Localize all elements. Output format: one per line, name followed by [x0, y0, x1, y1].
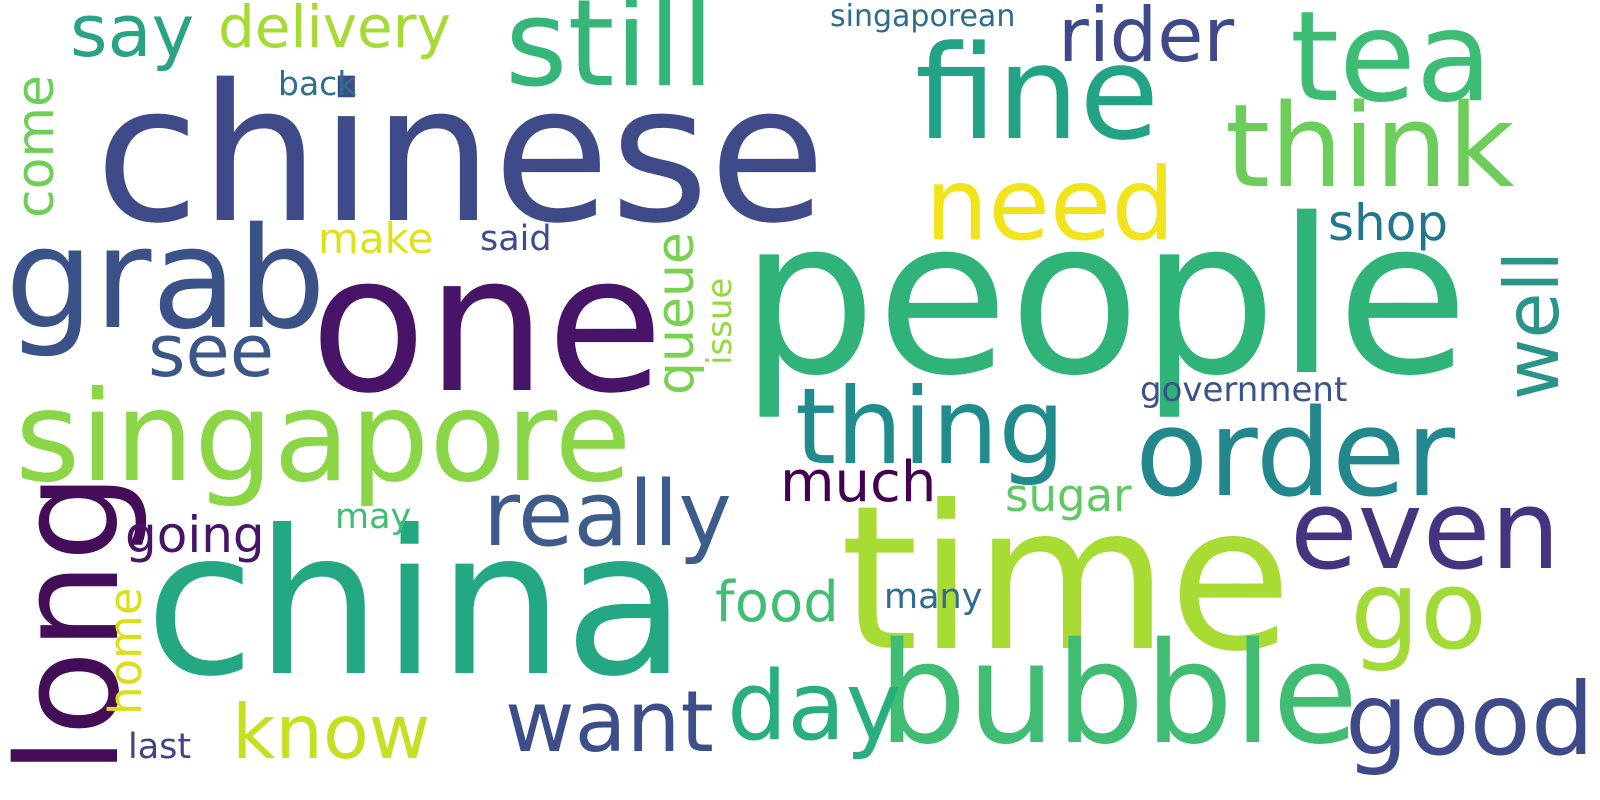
- word-chinese: chinese: [95, 44, 826, 265]
- word-issue: issue: [700, 277, 740, 365]
- word-may: may: [335, 497, 412, 537]
- word-said: said: [480, 219, 552, 259]
- word-bubble: bubble: [878, 613, 1359, 776]
- word-see: see: [148, 309, 275, 393]
- word-people: people: [740, 172, 1469, 423]
- word-fine: fine: [915, 17, 1160, 169]
- word-singaporean: singaporean: [830, 0, 1016, 34]
- word-want: want: [505, 673, 714, 772]
- word-going: going: [125, 506, 265, 564]
- word-know: know: [232, 688, 431, 776]
- word-back: back: [278, 64, 357, 103]
- word-many: many: [884, 577, 983, 617]
- word-good: good: [1345, 661, 1595, 778]
- word-singapore: singapore: [15, 365, 632, 510]
- word-delivery: delivery: [218, 0, 451, 61]
- word-china: china: [145, 488, 687, 721]
- word-time: time: [840, 463, 1292, 696]
- word-still: still: [505, 0, 715, 114]
- word-food: food: [715, 570, 839, 635]
- word-go: go: [1350, 546, 1488, 674]
- word-order: order: [1135, 385, 1455, 524]
- word-rider: rider: [1058, 0, 1235, 79]
- word-last: last: [128, 727, 192, 767]
- word-think: think: [1225, 80, 1515, 214]
- word-sugar: sugar: [1005, 469, 1132, 522]
- word-home: home: [99, 587, 152, 715]
- word-grab: grab: [5, 198, 327, 361]
- word-thing: thing: [795, 366, 1066, 488]
- word-government: government: [1140, 370, 1348, 410]
- word-day: day: [727, 652, 902, 762]
- word-really: really: [483, 462, 732, 567]
- word-one: one: [310, 214, 664, 435]
- word-make: make: [318, 214, 434, 263]
- word-come: come: [6, 74, 66, 218]
- word-queue: queue: [646, 232, 706, 395]
- word-shop: shop: [1328, 194, 1449, 252]
- word-need: need: [925, 146, 1175, 263]
- word-well: well: [1488, 250, 1576, 400]
- word-even: even: [1290, 466, 1561, 594]
- word-say: say: [70, 0, 195, 73]
- word-tea: tea: [1290, 0, 1493, 130]
- word-much: much: [780, 450, 937, 515]
